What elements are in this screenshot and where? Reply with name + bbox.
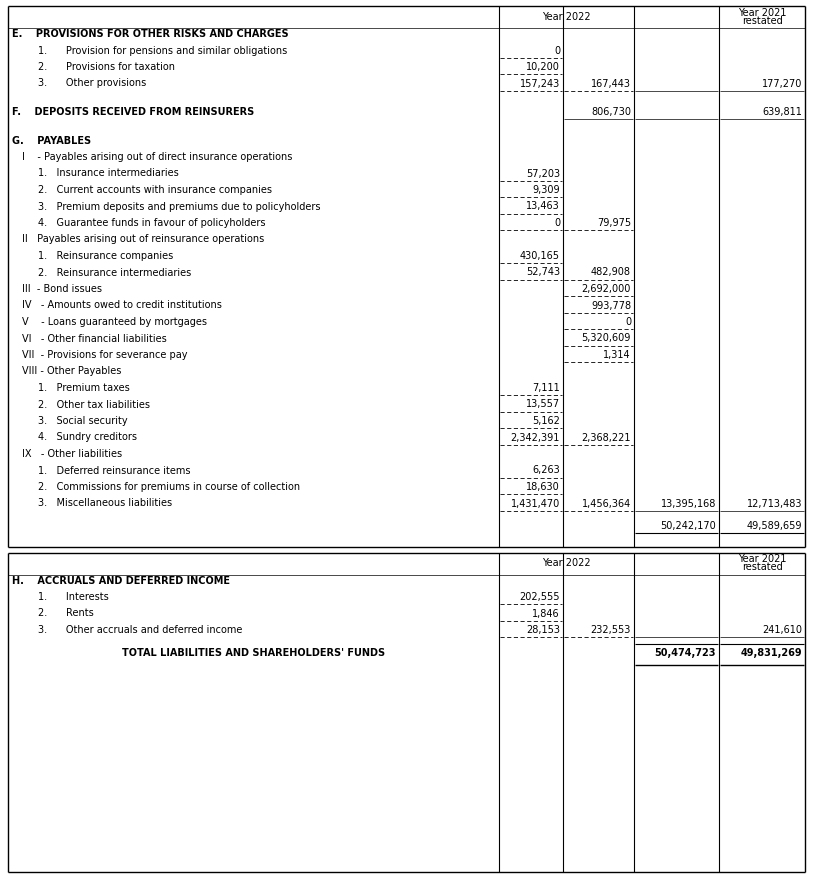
Text: 5,162: 5,162 — [533, 416, 560, 426]
Text: 1,431,470: 1,431,470 — [511, 498, 560, 509]
Text: 3.   Social security: 3. Social security — [38, 416, 128, 426]
Text: 3.      Other provisions: 3. Other provisions — [38, 79, 146, 88]
Text: 2.      Rents: 2. Rents — [38, 608, 93, 619]
Text: 18,630: 18,630 — [526, 482, 560, 492]
Text: 1,314: 1,314 — [603, 350, 631, 360]
Text: Year 2021: Year 2021 — [737, 554, 786, 565]
Text: 9,309: 9,309 — [533, 185, 560, 195]
Text: 13,395,168: 13,395,168 — [661, 498, 716, 509]
Text: 1.      Provision for pensions and similar obligations: 1. Provision for pensions and similar ob… — [38, 45, 287, 56]
Text: 1.   Premium taxes: 1. Premium taxes — [38, 383, 130, 393]
Text: E.    PROVISIONS FOR OTHER RISKS AND CHARGES: E. PROVISIONS FOR OTHER RISKS AND CHARGE… — [12, 29, 289, 39]
Text: 52,743: 52,743 — [526, 267, 560, 278]
Text: 2.   Current accounts with insurance companies: 2. Current accounts with insurance compa… — [38, 185, 272, 195]
Text: 4.   Guarantee funds in favour of policyholders: 4. Guarantee funds in favour of policyho… — [38, 218, 266, 228]
Text: Year 2021: Year 2021 — [737, 8, 786, 18]
Text: 202,555: 202,555 — [520, 592, 560, 602]
Text: 3.      Other accruals and deferred income: 3. Other accruals and deferred income — [38, 625, 242, 635]
Text: 2.   Other tax liabilities: 2. Other tax liabilities — [38, 399, 150, 410]
Text: 12,713,483: 12,713,483 — [746, 498, 802, 509]
Text: 0: 0 — [554, 218, 560, 228]
Text: 430,165: 430,165 — [520, 251, 560, 261]
Text: 3.   Premium deposits and premiums due to policyholders: 3. Premium deposits and premiums due to … — [38, 202, 320, 212]
Text: 2,692,000: 2,692,000 — [581, 284, 631, 294]
Text: 639,811: 639,811 — [762, 107, 802, 117]
Text: 993,778: 993,778 — [591, 301, 631, 310]
Text: 2.      Provisions for taxation: 2. Provisions for taxation — [38, 62, 175, 72]
Text: IV   - Amounts owed to credit institutions: IV - Amounts owed to credit institutions — [22, 301, 222, 310]
Text: 49,831,269: 49,831,269 — [741, 648, 802, 657]
Text: 232,553: 232,553 — [590, 625, 631, 635]
Text: 241,610: 241,610 — [762, 625, 802, 635]
Text: 0: 0 — [625, 317, 631, 327]
Text: VII  - Provisions for severance pay: VII - Provisions for severance pay — [22, 350, 188, 360]
Text: Year 2022: Year 2022 — [542, 12, 591, 22]
Text: 0: 0 — [554, 45, 560, 56]
Text: 4.   Sundry creditors: 4. Sundry creditors — [38, 433, 137, 442]
Text: 50,474,723: 50,474,723 — [654, 648, 716, 657]
Text: 13,557: 13,557 — [526, 399, 560, 410]
Text: Year 2022: Year 2022 — [542, 558, 591, 568]
Text: II   Payables arising out of reinsurance operations: II Payables arising out of reinsurance o… — [22, 234, 264, 245]
Text: IX   - Other liabilities: IX - Other liabilities — [22, 449, 122, 459]
Text: 6,263: 6,263 — [533, 466, 560, 475]
Text: 57,203: 57,203 — [526, 169, 560, 178]
Text: 49,589,659: 49,589,659 — [746, 521, 802, 531]
Text: 5,320,609: 5,320,609 — [581, 334, 631, 343]
Text: 10,200: 10,200 — [526, 62, 560, 72]
Text: 7,111: 7,111 — [533, 383, 560, 393]
Text: 806,730: 806,730 — [591, 107, 631, 117]
Text: V    - Loans guaranteed by mortgages: V - Loans guaranteed by mortgages — [22, 317, 207, 327]
Text: 50,242,170: 50,242,170 — [660, 521, 716, 531]
Text: 13,463: 13,463 — [526, 202, 560, 212]
Text: 157,243: 157,243 — [520, 79, 560, 88]
Text: 79,975: 79,975 — [597, 218, 631, 228]
Text: III  - Bond issues: III - Bond issues — [22, 284, 102, 294]
Text: restated: restated — [741, 16, 782, 26]
Text: 2.   Reinsurance intermediaries: 2. Reinsurance intermediaries — [38, 267, 191, 278]
Text: 2,368,221: 2,368,221 — [581, 433, 631, 442]
Text: 1,456,364: 1,456,364 — [582, 498, 631, 509]
Text: I    - Payables arising out of direct insurance operations: I - Payables arising out of direct insur… — [22, 152, 293, 162]
Text: TOTAL LIABILITIES AND SHAREHOLDERS' FUNDS: TOTAL LIABILITIES AND SHAREHOLDERS' FUND… — [122, 648, 385, 657]
Text: 177,270: 177,270 — [762, 79, 802, 88]
Text: VI   - Other financial liabilities: VI - Other financial liabilities — [22, 334, 167, 343]
Text: 1.      Interests: 1. Interests — [38, 592, 109, 602]
Text: 3.   Miscellaneous liabilities: 3. Miscellaneous liabilities — [38, 498, 172, 509]
Text: 2.   Commissions for premiums in course of collection: 2. Commissions for premiums in course of… — [38, 482, 300, 492]
Text: 28,153: 28,153 — [526, 625, 560, 635]
Text: 167,443: 167,443 — [591, 79, 631, 88]
Text: 482,908: 482,908 — [591, 267, 631, 278]
Text: VIII - Other Payables: VIII - Other Payables — [22, 366, 121, 377]
Text: 2,342,391: 2,342,391 — [511, 433, 560, 442]
Text: G.    PAYABLES: G. PAYABLES — [12, 135, 91, 145]
Text: H.    ACCRUALS AND DEFERRED INCOME: H. ACCRUALS AND DEFERRED INCOME — [12, 575, 230, 586]
Text: F.    DEPOSITS RECEIVED FROM REINSURERS: F. DEPOSITS RECEIVED FROM REINSURERS — [12, 107, 254, 117]
Text: 1.   Insurance intermediaries: 1. Insurance intermediaries — [38, 169, 179, 178]
Text: 1.   Reinsurance companies: 1. Reinsurance companies — [38, 251, 173, 261]
Text: 1,846: 1,846 — [533, 608, 560, 619]
Text: 1.   Deferred reinsurance items: 1. Deferred reinsurance items — [38, 466, 190, 475]
Text: restated: restated — [741, 563, 782, 572]
